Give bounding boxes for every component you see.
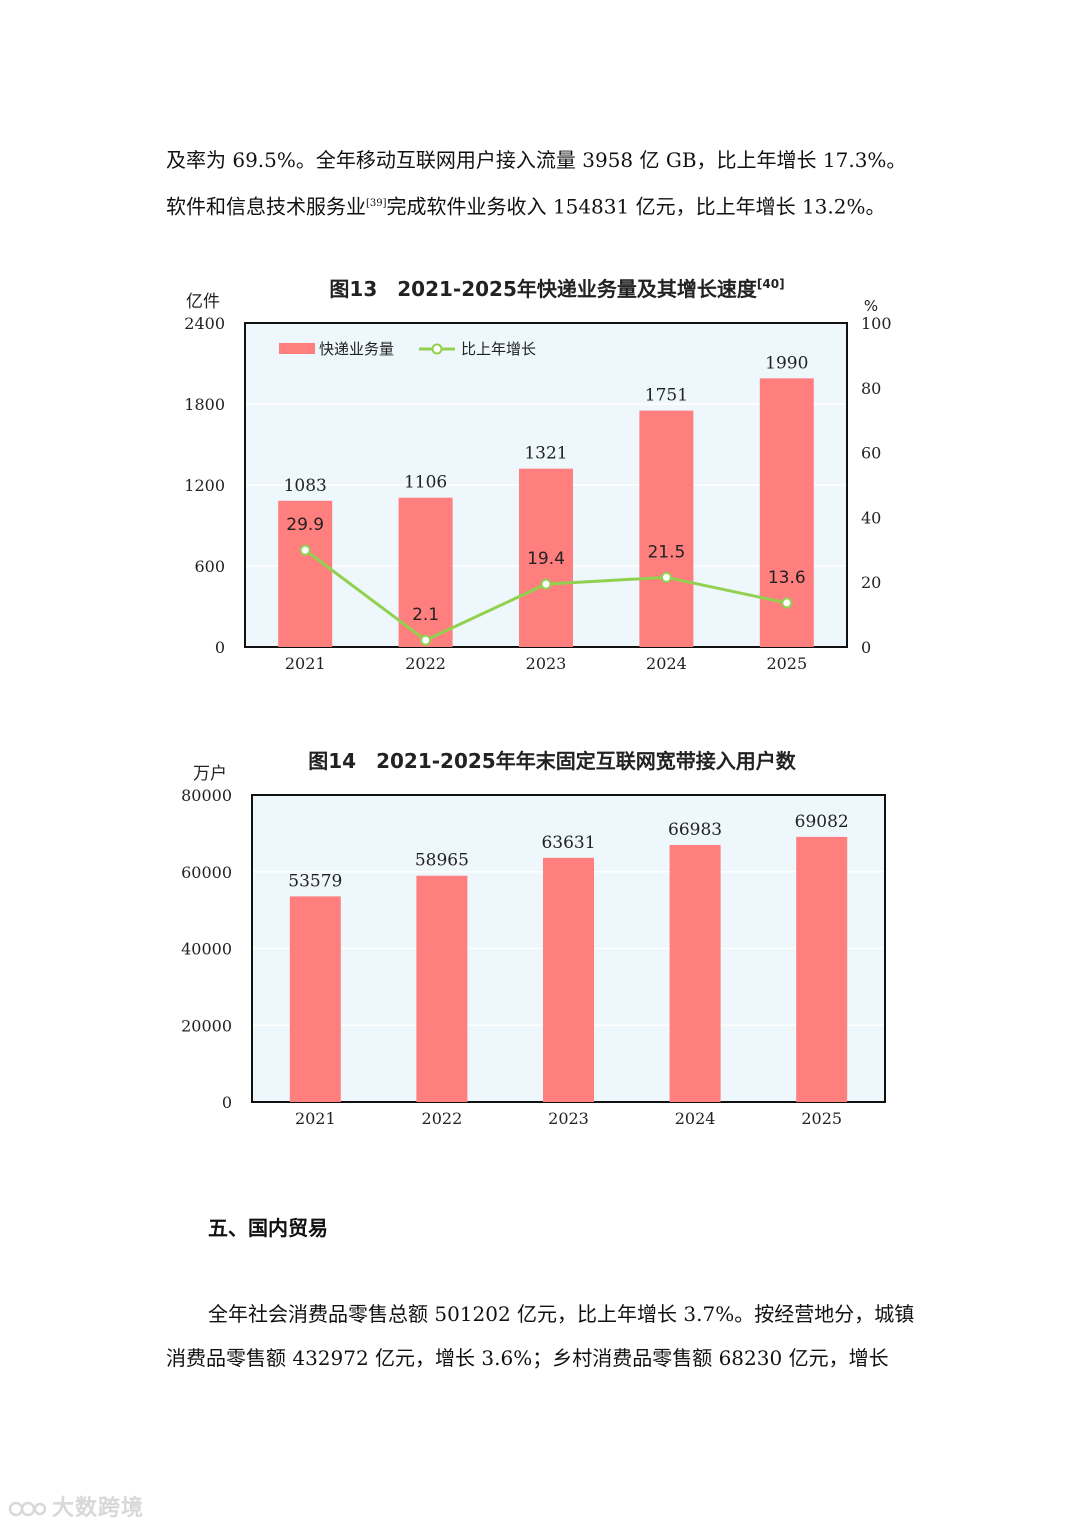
growth-value-label: 13.6 (768, 568, 806, 588)
growth-value-label: 2.1 (412, 605, 439, 625)
y2-tick-label: 20 (861, 573, 881, 592)
chart-title: 图14 2021-2025年年末固定互联网宽带接入用户数 (308, 749, 796, 773)
y-tick-label: 2400 (184, 314, 225, 333)
x-tick-label: 2024 (646, 654, 687, 673)
growth-point (660, 571, 672, 583)
brand-logo-icon (8, 1501, 46, 1517)
y2-tick-label: 0 (861, 638, 871, 657)
watermark-text: 大数跨境 (52, 1496, 145, 1521)
legend-bar-swatch (279, 343, 315, 354)
bar (289, 896, 341, 1102)
footnote-ref[interactable]: [39] (366, 198, 387, 209)
bar-value-label: 53579 (288, 871, 342, 891)
paragraph-line: 完成软件业务收入 154831 亿元，比上年增长 13.2%。 (386, 194, 886, 219)
bar-value-label: 1751 (645, 386, 688, 406)
growth-point (781, 597, 793, 609)
y-tick-label: 40000 (181, 940, 232, 959)
y2-tick-label: 100 (861, 314, 892, 333)
bar-value-label: 1990 (765, 353, 808, 373)
y-tick-label: 80000 (181, 786, 232, 805)
x-tick-label: 2021 (295, 1109, 336, 1128)
y-tick-label: 0 (215, 638, 225, 657)
y-axis-label: 万户 (193, 764, 227, 784)
bar (543, 857, 594, 1102)
bar-value-label: 1321 (524, 444, 567, 464)
legend-line-marker (431, 343, 443, 355)
y-tick-label: 60000 (181, 863, 232, 882)
growth-value-label: 21.5 (647, 542, 685, 562)
growth-value-label: 29.9 (286, 515, 324, 535)
watermark: 大数跨境 (8, 1490, 144, 1522)
bar (398, 497, 453, 647)
bar (669, 844, 721, 1102)
bar (519, 468, 573, 647)
growth-point (299, 544, 311, 556)
y-tick-label: 0 (222, 1093, 232, 1112)
bar (796, 836, 848, 1102)
growth-point (540, 578, 552, 590)
bar-value-label: 69082 (795, 812, 849, 832)
bar-value-label: 63631 (541, 833, 595, 853)
bar (639, 410, 694, 647)
paragraph-line: 及率为 69.5%。全年移动互联网用户接入流量 3958 亿 GB，比上年增长 … (166, 148, 907, 172)
growth-point (420, 634, 432, 646)
x-tick-label: 2022 (405, 654, 446, 673)
x-tick-label: 2025 (801, 1109, 842, 1128)
paragraph-telecom: 及率为 69.5%。全年移动互联网用户接入流量 3958 亿 GB，比上年增长 … (166, 138, 926, 229)
section-heading: 五、国内贸易 (208, 1216, 328, 1240)
x-tick-label: 2021 (285, 654, 326, 673)
chart-title-note: [40] (757, 277, 785, 291)
y-tick-label: 1200 (184, 476, 225, 495)
y-tick-label: 20000 (181, 1016, 232, 1035)
paragraph-retail: 全年社会消费品零售总额 501202 亿元，比上年增长 3.7%。按经营地分，城… (166, 1302, 915, 1370)
legend-line-label: 比上年增长 (461, 340, 536, 358)
bar-value-label: 58965 (415, 851, 469, 871)
y2-tick-label: 40 (861, 508, 881, 527)
x-tick-label: 2024 (675, 1109, 716, 1128)
bar-value-label: 1083 (284, 476, 327, 496)
y2-tick-label: 60 (861, 444, 881, 463)
paragraph-line: 软件和信息技术服务业 (166, 194, 366, 219)
chart-title: 图13 2021-2025年快递业务量及其增长速度[40] (329, 277, 784, 301)
y2-axis-label: % (864, 297, 878, 315)
express-delivery-chart: 图13 2021-2025年快递业务量及其增长速度[40]亿件 %06001200… (184, 277, 892, 673)
y-tick-label: 1800 (184, 395, 225, 414)
bar-value-label: 1106 (404, 473, 447, 493)
x-tick-label: 2023 (548, 1109, 589, 1128)
bar (278, 500, 333, 647)
growth-value-label: 19.4 (527, 549, 565, 569)
bar (416, 875, 468, 1102)
x-tick-label: 2025 (766, 654, 807, 673)
y2-tick-label: 80 (861, 379, 881, 398)
legend-bar-label: 快递业务量 (319, 340, 394, 358)
y-tick-label: 600 (194, 557, 225, 576)
y-axis-label: 亿件 (186, 292, 220, 312)
bar-value-label: 66983 (668, 820, 722, 840)
x-tick-label: 2023 (526, 654, 567, 673)
x-tick-label: 2022 (422, 1109, 463, 1128)
